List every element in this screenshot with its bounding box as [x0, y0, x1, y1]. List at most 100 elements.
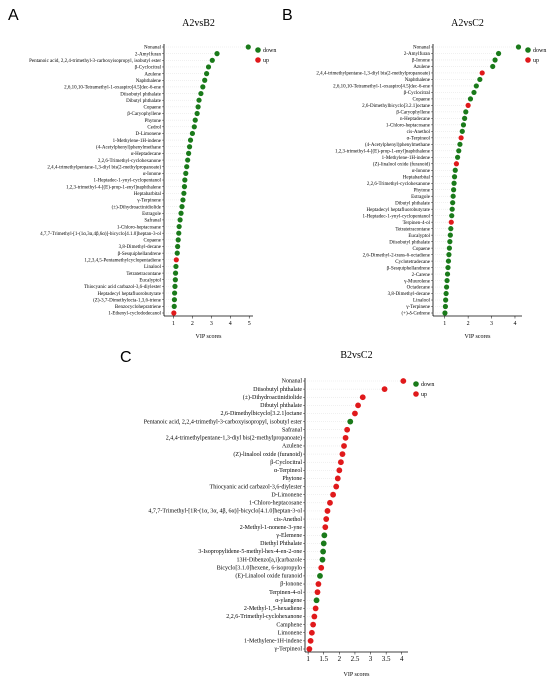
y-tick-label: Diisobutyl phthalate — [120, 92, 161, 97]
y-tick-label: 3-Isopropylidene-5-methyl-hex-4-en-2-one — [198, 549, 302, 555]
data-point-up — [453, 161, 460, 167]
data-point-down — [442, 310, 448, 316]
data-point-down — [187, 137, 194, 143]
y-tick-label: Thiocyanic acid carbazol-3,6-diylester — [84, 285, 161, 290]
y-tick-label: 1-Methylene-1H-indene — [244, 639, 302, 645]
data-point-down — [447, 239, 453, 245]
y-tick-label: α-Terpineol — [407, 137, 431, 142]
y-tick-label: 2,4,4-trimethylpentane-1,3-diyl bis(2-me… — [316, 72, 430, 77]
data-point-down — [457, 141, 463, 147]
data-point-up — [327, 499, 333, 506]
data-point-up — [312, 605, 319, 612]
y-tick-label: γ-Terpineol — [273, 647, 302, 653]
y-tick-label: Heptabarbital — [134, 192, 162, 197]
legend-marker-down — [255, 47, 261, 53]
legend-label: down — [263, 48, 276, 54]
x-axis-title: VIP scores — [344, 672, 371, 678]
x-tick-label: 3.5 — [382, 655, 391, 663]
data-point-down — [209, 57, 215, 63]
y-tick-label: cis-Anethol — [274, 517, 302, 523]
y-tick-label: Terpinen-4-ol — [403, 221, 431, 226]
y-tick-label: Azulene — [144, 72, 161, 77]
legend-marker-down — [413, 381, 419, 387]
data-point-down — [181, 190, 187, 196]
y-tick-label: γ-Terpinene — [137, 199, 162, 204]
x-tick-label: 2.5 — [351, 655, 360, 663]
data-point-down — [245, 44, 251, 50]
data-point-up — [333, 483, 340, 490]
chart-title: A2vsB2 — [182, 18, 215, 29]
x-tick-label: 3 — [369, 655, 373, 663]
data-point-up — [318, 564, 325, 571]
data-point-down — [172, 270, 179, 276]
data-point-down — [182, 177, 188, 183]
data-point-down — [452, 167, 458, 173]
data-point-down — [467, 96, 474, 102]
x-tick-label: 1.5 — [319, 655, 328, 663]
y-tick-label: 1-Heptadec-1-ynyl-cyclopentanol — [363, 214, 431, 219]
data-point-up — [322, 524, 329, 531]
legend-label: down — [421, 382, 434, 388]
data-point-up — [323, 516, 330, 522]
y-tick-label: 3,8-Dimethyl-decane — [119, 245, 162, 250]
y-tick-label: 2-Amylfuran — [135, 52, 162, 57]
y-tick-label: Nonanal — [413, 46, 431, 51]
y-tick-label: 1,2,3-trimethyl-4-[(E)-prop-1-enyl]napht… — [66, 185, 162, 190]
data-point-down — [449, 213, 455, 219]
data-point-up — [359, 394, 366, 401]
y-tick-label: (Z)-3,7-Dimethylocta-1,3,6-triene — [93, 298, 162, 303]
data-point-down — [317, 573, 323, 579]
data-point-down — [313, 597, 320, 604]
y-tick-label: 1-Ethenyl-cyclododecanol — [108, 312, 161, 317]
y-tick-label: Tetratetracontane — [126, 272, 161, 277]
data-point-up — [306, 646, 313, 652]
y-tick-label: 1-Heptadec-1-ynyl-cyclopentanol — [94, 179, 162, 184]
data-point-down — [319, 556, 326, 563]
data-point-down — [186, 150, 192, 156]
y-tick-label: 2,2,6-Trimethyl-cyclohexanone — [98, 159, 162, 164]
y-tick-label: (±)-Dihydroactinidiolide — [243, 394, 303, 401]
data-point-down — [473, 83, 479, 89]
data-point-down — [444, 277, 450, 284]
y-tick-label: β-Ionone — [412, 59, 431, 64]
data-point-up — [355, 402, 361, 409]
y-tick-label: Dibutyl phthalate — [260, 403, 302, 409]
data-point-down — [204, 71, 210, 77]
data-point-down — [179, 204, 185, 210]
y-tick-label: β-Cyclocitral — [404, 91, 431, 96]
y-tick-label: 2,2,6-Trimethyl-cyclohexanone — [367, 182, 431, 187]
data-point-down — [460, 122, 467, 128]
data-point-down — [459, 128, 465, 134]
y-tick-label: Heptadecyl heptafluorobutyrate — [367, 208, 431, 213]
data-point-down — [175, 237, 181, 243]
data-point-up — [311, 613, 318, 620]
data-point-down — [202, 77, 208, 83]
x-tick-label: 4 — [400, 655, 404, 663]
data-point-down — [446, 245, 452, 251]
data-point-down — [183, 170, 189, 176]
data-point-down — [445, 258, 452, 264]
y-tick-label: 2,4,4-trimethylpentane-1,3-diyl bis(2-me… — [47, 165, 161, 170]
y-tick-label: γ-Elemene — [275, 533, 302, 539]
y-tick-label: Heptabarbital — [403, 175, 431, 180]
chart-title: A2vsC2 — [451, 18, 484, 29]
y-tick-label: D-Limonene — [271, 492, 302, 498]
x-tick-label: 4 — [513, 321, 516, 327]
x-tick-label: 1 — [443, 321, 446, 327]
data-point-down — [172, 283, 178, 289]
y-tick-label: 2,4,4-trimethylpentane-1,3-diyl bis(2-me… — [166, 435, 302, 442]
y-tick-label: 1-Methylene-1H-indene — [382, 156, 431, 161]
y-tick-label: Eucalyptol — [408, 234, 430, 239]
y-tick-label: Nonanal — [144, 46, 162, 51]
y-tick-label: α-Heptadecane — [131, 152, 162, 157]
y-tick-label: α-Ionone — [412, 169, 431, 174]
y-tick-label: 1,2,3,4,5-Pentamethylcyclopentadiene — [84, 259, 161, 264]
y-tick-label: Limonene — [278, 630, 303, 636]
data-point-down — [181, 184, 188, 190]
panel-letter: A — [8, 7, 19, 24]
data-point-down — [180, 197, 186, 203]
y-tick-label: Naphthalene — [405, 78, 431, 83]
data-point-down — [515, 44, 522, 50]
legend-marker-down — [525, 47, 531, 53]
x-tick-label: 3 — [490, 321, 493, 327]
